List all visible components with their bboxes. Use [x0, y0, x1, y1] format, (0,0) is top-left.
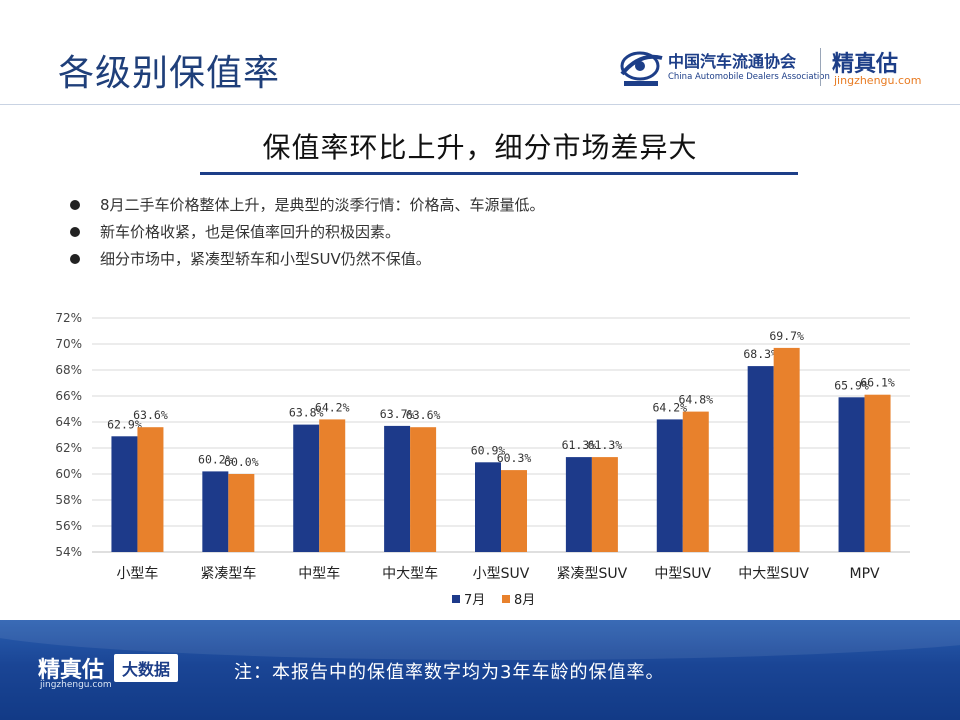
data-label: 69.7%: [769, 329, 804, 343]
y-tick-label: 60%: [55, 467, 82, 481]
logo-divider: [820, 48, 821, 86]
data-label: 60.3%: [497, 451, 532, 465]
data-label: 63.6%: [406, 408, 441, 422]
y-tick-label: 64%: [55, 415, 82, 429]
legend-label: 7月: [464, 593, 485, 608]
bullet-item: 细分市场中，紧凑型轿车和小型SUV仍然不保值。: [66, 248, 545, 275]
brand-logo-text: 精真估: [832, 52, 899, 77]
retention-rate-bar-chart: 54%56%58%60%62%64%66%68%70%72%62.9%63.6%…: [55, 311, 910, 608]
slide-subtitle: 保值率环比上升，细分市场差异大: [262, 131, 698, 164]
footer-banner: 精真估 jingzhengu.com 大数据 注：本报告中的保值率数字均为3年车…: [0, 620, 960, 720]
x-tick-label: 紧凑型SUV: [557, 565, 628, 582]
bar-jul: [202, 471, 229, 552]
bullet-list: 8月二手车价格整体上升，是典型的淡季行情：价格高、车源量低。 新车价格收紧，也是…: [66, 194, 545, 275]
y-tick-label: 70%: [55, 337, 82, 351]
logo-area: 中国汽车流通协会 China Automobile Dealers Associ…: [612, 44, 932, 92]
data-label: 65.9%: [834, 378, 869, 392]
bar-jul: [838, 397, 865, 552]
bar-aug: [410, 427, 437, 552]
legend-swatch: [502, 595, 510, 603]
data-label: 60.9%: [471, 443, 506, 457]
bar-jul: [384, 425, 411, 552]
bar-aug: [137, 427, 164, 552]
data-label: 60.2%: [198, 452, 233, 466]
x-tick-label: 中型SUV: [654, 566, 711, 582]
bar-aug: [501, 470, 527, 552]
bar-aug: [319, 419, 346, 552]
x-tick-label: 中大型车: [382, 565, 438, 582]
data-label: 62.9%: [107, 417, 142, 431]
bar-jul: [293, 424, 320, 552]
data-label: 64.2%: [315, 400, 350, 414]
bar-aug: [228, 474, 255, 552]
footer-badge: 大数据: [114, 654, 179, 682]
bar-aug: [591, 457, 618, 552]
data-label: 63.8%: [289, 406, 324, 420]
bar-jul: [111, 436, 138, 552]
legend-label: 8月: [514, 593, 535, 608]
subtitle-underline: [200, 172, 798, 175]
data-label: 64.2%: [652, 400, 687, 414]
bar-aug: [773, 347, 800, 552]
y-tick-label: 72%: [55, 311, 82, 325]
footer-note: 注：本报告中的保值率数字均为3年车龄的保值率。: [234, 662, 665, 683]
data-label: 68.3%: [743, 347, 778, 361]
bar-jul: [565, 457, 592, 552]
bullet-item: 8月二手车价格整体上升，是典型的淡季行情：价格高、车源量低。: [66, 194, 545, 221]
cada-logo-icon: [620, 51, 663, 86]
y-tick-label: 68%: [55, 363, 82, 377]
y-tick-label: 66%: [55, 389, 82, 403]
x-tick-label: MPV: [850, 566, 881, 582]
data-label: 63.7%: [380, 407, 415, 421]
x-tick-label: 小型车: [116, 565, 158, 582]
x-tick-label: 小型SUV: [473, 566, 530, 582]
y-tick-label: 58%: [55, 493, 82, 507]
y-tick-label: 56%: [55, 519, 82, 533]
page-title: 各级别保值率: [58, 53, 281, 94]
x-tick-label: 中型车: [298, 565, 340, 582]
legend-swatch: [452, 595, 460, 603]
data-label: 66.1%: [860, 376, 895, 390]
data-label: 61.3%: [588, 438, 623, 452]
cada-name-en: China Automobile Dealers Association: [668, 72, 830, 82]
bar-jul: [475, 462, 501, 552]
bar-aug: [682, 411, 709, 552]
cada-name-cn: 中国汽车流通协会: [668, 52, 797, 71]
bar-aug: [864, 394, 891, 552]
y-tick-label: 62%: [55, 441, 82, 455]
x-tick-label: 紧凑型车: [200, 565, 256, 582]
x-tick-label: 中大型SUV: [738, 566, 809, 582]
data-label: 61.3%: [562, 438, 597, 452]
bullet-item: 新车价格收紧，也是保值率回升的积极因素。: [66, 221, 545, 248]
y-tick-label: 54%: [55, 545, 82, 559]
brand-url: jingzhengu.com: [834, 74, 922, 87]
data-label: 64.8%: [678, 393, 713, 407]
bar-jul: [747, 366, 774, 552]
bar-jul: [656, 419, 683, 552]
header-divider: [0, 104, 960, 105]
data-label: 60.0%: [224, 455, 259, 469]
footer-brand: 精真估: [38, 658, 105, 683]
data-label: 63.6%: [133, 408, 168, 422]
footer-url: jingzhengu.com: [40, 680, 112, 690]
